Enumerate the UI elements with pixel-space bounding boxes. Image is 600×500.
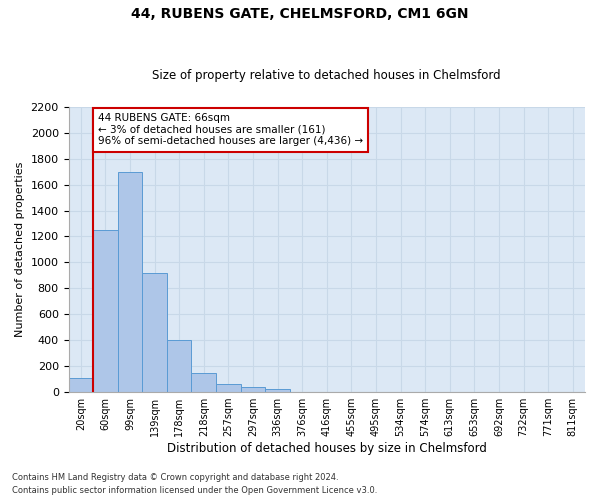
Text: 44, RUBENS GATE, CHELMSFORD, CM1 6GN: 44, RUBENS GATE, CHELMSFORD, CM1 6GN [131,8,469,22]
Bar [142,273,167,392]
Text: Contains HM Land Registry data © Crown copyright and database right 2024.
Contai: Contains HM Land Registry data © Crown c… [12,474,377,495]
X-axis label: Distribution of detached houses by size in Chelmsford: Distribution of detached houses by size … [167,442,487,455]
Bar [68,378,93,392]
Bar [265,389,290,392]
Text: 44 RUBENS GATE: 66sqm
← 3% of detached houses are smaller (161)
96% of semi-deta: 44 RUBENS GATE: 66sqm ← 3% of detached h… [98,114,363,146]
Bar [191,372,216,392]
Bar [241,387,265,392]
Bar [167,340,191,392]
Bar [216,384,241,392]
Bar [118,172,142,392]
Title: Size of property relative to detached houses in Chelmsford: Size of property relative to detached ho… [152,69,501,82]
Y-axis label: Number of detached properties: Number of detached properties [15,162,25,337]
Bar [93,230,118,392]
